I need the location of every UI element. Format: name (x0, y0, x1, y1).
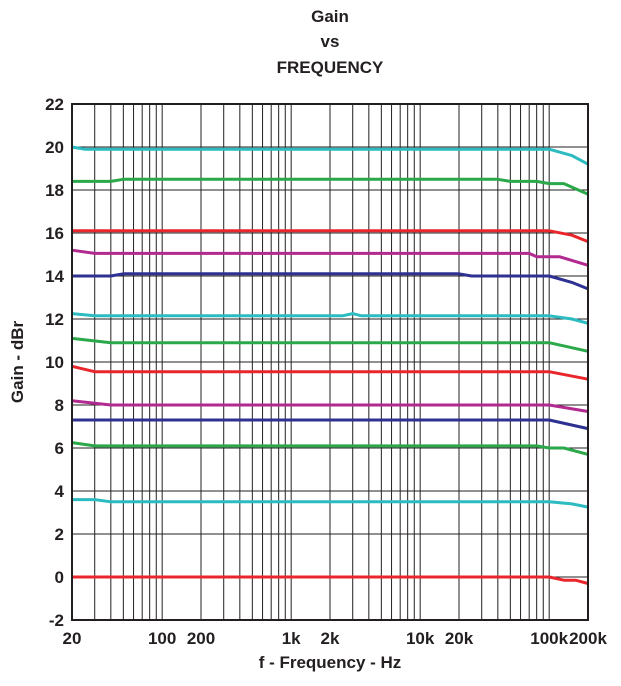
series-line-5 (72, 272, 589, 291)
x-tick-label: 200k (569, 629, 607, 648)
series-line-11 (71, 441, 589, 456)
y-axis-label: Gain - dBr (8, 321, 27, 404)
series-line-7 (71, 336, 589, 353)
y-tick-label: 6 (55, 439, 64, 458)
x-axis-label: f - Frequency - Hz (259, 653, 402, 672)
grid-layer (72, 103, 588, 621)
chart-title-line-1: Gain (311, 7, 349, 26)
tick-label-layer: -2 0 2 4 6 8 10 12 14 16 18 20 22 20 100 200 1k 2k 10k 20k 1… (45, 95, 607, 648)
series-line-10 (72, 418, 589, 431)
y-tick-label: 16 (45, 224, 64, 243)
x-tick-label: 10k (406, 629, 435, 648)
series-line-13 (72, 575, 589, 585)
series-line-1 (71, 145, 589, 166)
y-tick-label: 22 (45, 95, 64, 114)
x-tick-label: 20k (445, 629, 474, 648)
y-tick-label: 18 (45, 181, 64, 200)
y-tick-label: 4 (55, 482, 65, 501)
x-tick-label: 1k (282, 629, 301, 648)
series-line-2 (72, 177, 589, 196)
x-tick-label: 200 (187, 629, 215, 648)
series-line-12 (72, 498, 589, 509)
y-tick-label: 12 (45, 310, 64, 329)
plot-frame (71, 103, 589, 621)
y-tick-label: 14 (45, 267, 64, 286)
series-line-8 (71, 364, 589, 381)
series-line-6 (71, 312, 589, 325)
series-line-3 (72, 229, 589, 243)
series-line-9 (71, 399, 589, 413)
x-tick-label: 100 (148, 629, 176, 648)
y-tick-label: 10 (45, 353, 64, 372)
series-line-4 (71, 248, 589, 267)
x-tick-label: 2k (321, 629, 340, 648)
y-tick-label: 8 (55, 396, 64, 415)
y-tick-label: 0 (55, 568, 64, 587)
series-layer (71, 145, 589, 585)
y-tick-label: -2 (49, 611, 64, 630)
x-tick-label: 100k (530, 629, 568, 648)
y-tick-label: 2 (55, 525, 64, 544)
y-tick-label: 20 (45, 138, 64, 157)
x-tick-label: 20 (63, 629, 82, 648)
chart-title-line-2: vs (321, 32, 340, 51)
chart-title-line-3: FREQUENCY (277, 58, 384, 77)
